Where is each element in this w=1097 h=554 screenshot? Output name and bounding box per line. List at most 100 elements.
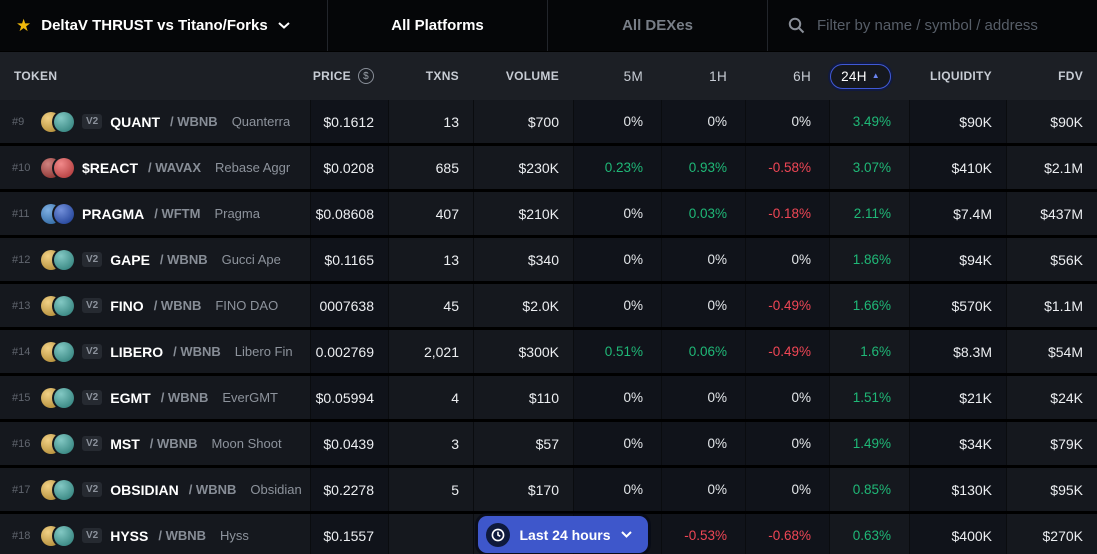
change-1h-cell: 0%: [661, 284, 745, 327]
liquidity-cell: $94K: [909, 238, 1006, 281]
token-symbol: QUANT: [110, 113, 161, 130]
price-cell: 0.002769: [310, 330, 388, 373]
change-6h-cell: -0.18%: [745, 192, 829, 235]
time-range-button[interactable]: Last 24 hours: [477, 516, 648, 553]
star-icon[interactable]: ★: [16, 16, 32, 35]
header-fdv[interactable]: FDV: [1006, 52, 1097, 100]
chevron-down-icon: [620, 531, 632, 538]
token-name: Quanterra: [231, 114, 291, 129]
token-cell: #16 V2 MST WBNB Moon Shoot: [0, 422, 310, 465]
token-cell: #9 V2 QUANT WBNB Quanterra: [0, 100, 310, 143]
token-symbol: GAPE: [110, 251, 150, 268]
txns-cell: 13: [388, 238, 473, 281]
fdv-cell: $90K: [1006, 100, 1097, 143]
token-pair-icons: [41, 295, 74, 316]
token-rank: #17: [12, 483, 31, 496]
header-txns[interactable]: TXNS: [388, 52, 473, 100]
v2-badge: V2: [82, 528, 103, 543]
price-cell: $0.1165: [310, 238, 388, 281]
table-row[interactable]: #17 V2 OBSIDIAN WBNB Obsidian $0.2278 5 …: [0, 468, 1097, 511]
token-symbol: OBSIDIAN: [110, 481, 179, 498]
fdv-cell: $437M: [1006, 192, 1097, 235]
quote-symbol: WBNB: [170, 114, 217, 129]
tab-all-platforms[interactable]: All Platforms: [328, 0, 548, 51]
change-5m-cell: 0%: [573, 468, 661, 511]
table-row[interactable]: #9 V2 QUANT WBNB Quanterra $0.1612 13 $7…: [0, 100, 1097, 143]
tab-all-dexes[interactable]: All DEXes: [548, 0, 768, 51]
search-input[interactable]: [817, 17, 1077, 34]
table-row[interactable]: #14 V2 LIBERO WBNB Libero Fin 0.002769 2…: [0, 330, 1097, 373]
chevron-down-icon: [278, 22, 290, 29]
table-row[interactable]: #16 V2 MST WBNB Moon Shoot $0.0439 3 $57…: [0, 422, 1097, 465]
change-24h-cell: 0.85%: [829, 468, 909, 511]
watchlist-selector[interactable]: ★ DeltaV THRUST vs Titano/Forks: [0, 0, 328, 51]
header-liquidity[interactable]: LIQUIDITY: [909, 52, 1006, 100]
liquidity-cell: $410K: [909, 146, 1006, 189]
liquidity-cell: $130K: [909, 468, 1006, 511]
txns-cell: 45: [388, 284, 473, 327]
txns-cell: 13: [388, 100, 473, 143]
table-header: TOKEN PRICE TXNS VOLUME 5M 1H 6H 24H ▲ L…: [0, 52, 1097, 100]
v2-badge: V2: [82, 344, 103, 359]
txns-cell: 2,021: [388, 330, 473, 373]
quote-token-icon: [54, 157, 74, 178]
change-6h-cell: 0%: [745, 100, 829, 143]
change-24h-cell: 3.07%: [829, 146, 909, 189]
header-1h[interactable]: 1H: [661, 52, 745, 100]
sort-asc-icon: ▲: [871, 71, 880, 80]
change-6h-cell: -0.68%: [745, 514, 829, 554]
change-1h-cell: 0.93%: [661, 146, 745, 189]
change-5m-cell: 0.51%: [573, 330, 661, 373]
price-cell: 0007638: [310, 284, 388, 327]
search-box[interactable]: [768, 0, 1097, 51]
table-row[interactable]: #15 V2 EGMT WBNB EverGMT $0.05994 4 $110…: [0, 376, 1097, 419]
change-24h-cell: 1.49%: [829, 422, 909, 465]
quote-token-icon: [54, 111, 74, 132]
price-cell: $0.1557: [310, 514, 388, 554]
table-row[interactable]: #12 V2 GAPE WBNB Gucci Ape $0.1165 13 $3…: [0, 238, 1097, 281]
change-5m-cell: 0%: [573, 192, 661, 235]
change-5m-cell: 0%: [573, 376, 661, 419]
volume-cell: $700: [473, 100, 573, 143]
price-cell: $0.1612: [310, 100, 388, 143]
quote-symbol: WBNB: [189, 482, 236, 497]
quote-token-icon: [54, 387, 74, 408]
header-24h[interactable]: 24H ▲: [829, 52, 909, 100]
txns-cell: 3: [388, 422, 473, 465]
fdv-cell: $270K: [1006, 514, 1097, 554]
change-5m-cell: 0.23%: [573, 146, 661, 189]
price-cell: $0.05994: [310, 376, 388, 419]
change-1h-cell: 0%: [661, 422, 745, 465]
quote-symbol: WBNB: [161, 390, 208, 405]
header-volume[interactable]: VOLUME: [473, 52, 573, 100]
header-6h[interactable]: 6H: [745, 52, 829, 100]
table-row[interactable]: #10 $REACT WAVAX Rebase Aggr $0.0208 685…: [0, 146, 1097, 189]
token-pair-icons: [41, 479, 74, 500]
quote-symbol: WBNB: [158, 528, 206, 543]
header-price[interactable]: PRICE: [310, 52, 388, 100]
table-row[interactable]: #11 PRAGMA WFTM Pragma $0.08608 407 $210…: [0, 192, 1097, 235]
token-name: Moon Shoot: [211, 436, 282, 451]
sort-pill[interactable]: 24H ▲: [830, 63, 891, 89]
header-token[interactable]: TOKEN: [0, 52, 310, 100]
token-cell: #10 $REACT WAVAX Rebase Aggr: [0, 146, 310, 189]
volume-cell: $110: [473, 376, 573, 419]
txns-cell: [388, 514, 473, 554]
liquidity-cell: $34K: [909, 422, 1006, 465]
change-5m-cell: 0%: [573, 422, 661, 465]
change-6h-cell: 0%: [745, 422, 829, 465]
v2-badge: V2: [82, 114, 103, 129]
liquidity-cell: $400K: [909, 514, 1006, 554]
change-24h-cell: 2.11%: [829, 192, 909, 235]
table-row[interactable]: #13 V2 FINO WBNB FINO DAO 0007638 45 $2.…: [0, 284, 1097, 327]
usd-circle-icon[interactable]: [358, 68, 374, 84]
price-cell: $0.0208: [310, 146, 388, 189]
volume-cell: $57: [473, 422, 573, 465]
token-rank: #13: [12, 299, 31, 312]
header-5m[interactable]: 5M: [573, 52, 661, 100]
quote-symbol: WBNB: [173, 344, 220, 359]
price-cell: $0.0439: [310, 422, 388, 465]
search-icon: [788, 17, 805, 34]
change-1h-cell: 0.06%: [661, 330, 745, 373]
token-pair-icons: [41, 203, 74, 224]
